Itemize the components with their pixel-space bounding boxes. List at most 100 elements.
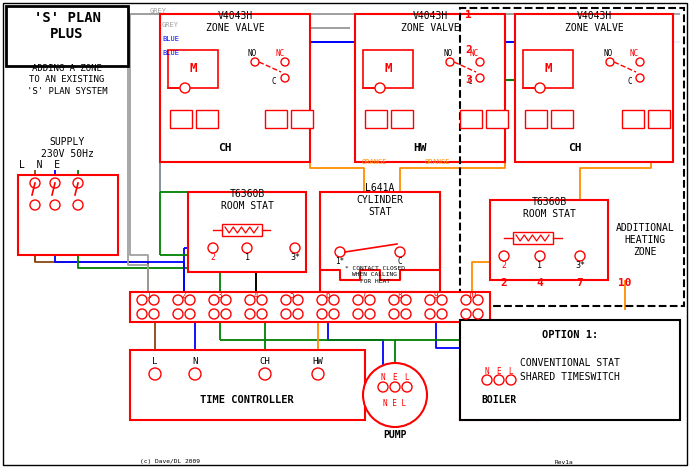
Text: CH: CH <box>569 143 582 153</box>
Bar <box>130 292 490 322</box>
Text: BOILER: BOILER <box>482 395 517 405</box>
Text: N: N <box>381 373 385 382</box>
Bar <box>363 50 413 88</box>
Bar <box>291 110 313 128</box>
Circle shape <box>209 295 219 305</box>
Circle shape <box>425 309 435 319</box>
Circle shape <box>535 83 545 93</box>
Bar <box>365 110 387 128</box>
Circle shape <box>189 368 201 380</box>
Circle shape <box>281 309 291 319</box>
Bar <box>648 110 670 128</box>
Text: * CONTACT CLOSED
WHEN CALLING
FOR HEAT: * CONTACT CLOSED WHEN CALLING FOR HEAT <box>345 266 405 284</box>
Text: 4: 4 <box>537 278 544 288</box>
Circle shape <box>401 309 411 319</box>
Circle shape <box>281 74 289 82</box>
Text: HW: HW <box>313 358 324 366</box>
Text: T6360B
ROOM STAT: T6360B ROOM STAT <box>522 197 575 219</box>
Circle shape <box>390 382 400 392</box>
Text: C: C <box>272 78 277 87</box>
Text: Rev1a: Rev1a <box>555 460 574 465</box>
Circle shape <box>259 368 271 380</box>
Text: 9: 9 <box>434 292 438 300</box>
Circle shape <box>73 178 83 188</box>
Circle shape <box>482 375 492 385</box>
Circle shape <box>606 58 614 66</box>
Circle shape <box>329 295 339 305</box>
Circle shape <box>149 295 159 305</box>
Circle shape <box>476 74 484 82</box>
Circle shape <box>30 178 40 188</box>
Bar <box>188 192 306 272</box>
Text: ADDING A ZONE
TO AN EXISTING
'S' PLAN SYSTEM: ADDING A ZONE TO AN EXISTING 'S' PLAN SY… <box>27 64 108 96</box>
Text: ORANGE: ORANGE <box>425 159 451 165</box>
Circle shape <box>50 178 60 188</box>
Text: 'S' PLAN
PLUS: 'S' PLAN PLUS <box>34 11 101 41</box>
Text: M: M <box>189 63 197 75</box>
Text: (c) Dave/DL 2009: (c) Dave/DL 2009 <box>140 460 200 465</box>
Circle shape <box>173 295 183 305</box>
Bar <box>6 6 128 66</box>
Bar <box>525 110 547 128</box>
Text: 5: 5 <box>290 292 295 300</box>
Text: GREY: GREY <box>150 8 167 14</box>
Circle shape <box>221 295 231 305</box>
Circle shape <box>208 243 218 253</box>
Bar <box>265 110 287 128</box>
Circle shape <box>185 309 195 319</box>
Text: 2: 2 <box>502 262 506 271</box>
Text: V4043H
ZONE VALVE: V4043H ZONE VALVE <box>401 11 460 33</box>
Circle shape <box>506 375 516 385</box>
Bar <box>18 175 118 255</box>
Bar <box>222 224 262 236</box>
Circle shape <box>636 58 644 66</box>
Text: 1*: 1* <box>335 257 344 266</box>
Circle shape <box>375 83 385 93</box>
Circle shape <box>363 363 427 427</box>
Circle shape <box>245 309 255 319</box>
Text: 2: 2 <box>210 254 215 263</box>
Circle shape <box>257 295 267 305</box>
Bar <box>486 110 508 128</box>
Text: CH: CH <box>259 358 270 366</box>
Circle shape <box>353 309 363 319</box>
Text: 6: 6 <box>326 292 331 300</box>
Circle shape <box>473 309 483 319</box>
Bar <box>355 14 505 162</box>
Text: HW: HW <box>413 143 426 153</box>
Circle shape <box>245 295 255 305</box>
Text: CH: CH <box>218 143 232 153</box>
Text: V4043H
ZONE VALVE: V4043H ZONE VALVE <box>564 11 623 33</box>
Text: 1: 1 <box>244 254 250 263</box>
Circle shape <box>437 309 447 319</box>
Circle shape <box>365 295 375 305</box>
Circle shape <box>402 382 412 392</box>
Circle shape <box>290 243 300 253</box>
Text: 10: 10 <box>467 292 477 300</box>
Circle shape <box>437 295 447 305</box>
Text: L  N  E: L N E <box>19 160 61 170</box>
Text: E: E <box>393 373 397 382</box>
Circle shape <box>251 58 259 66</box>
Text: C: C <box>467 78 472 87</box>
Circle shape <box>461 309 471 319</box>
Circle shape <box>149 368 161 380</box>
Circle shape <box>494 375 504 385</box>
Text: 2: 2 <box>465 45 472 55</box>
Text: TIME CONTROLLER: TIME CONTROLLER <box>200 395 294 405</box>
Bar <box>515 14 673 162</box>
Circle shape <box>242 243 252 253</box>
Circle shape <box>636 74 644 82</box>
Circle shape <box>335 247 345 257</box>
Text: NC: NC <box>630 50 639 58</box>
Text: N: N <box>193 358 198 366</box>
Text: NC: NC <box>275 50 284 58</box>
Text: 10: 10 <box>618 278 632 288</box>
Bar <box>391 110 413 128</box>
Circle shape <box>312 368 324 380</box>
Circle shape <box>209 309 219 319</box>
Text: OPTION 1:: OPTION 1: <box>542 330 598 340</box>
Text: ADDITIONAL
HEATING
ZONE: ADDITIONAL HEATING ZONE <box>615 223 674 257</box>
Circle shape <box>30 200 40 210</box>
Bar <box>523 50 573 88</box>
